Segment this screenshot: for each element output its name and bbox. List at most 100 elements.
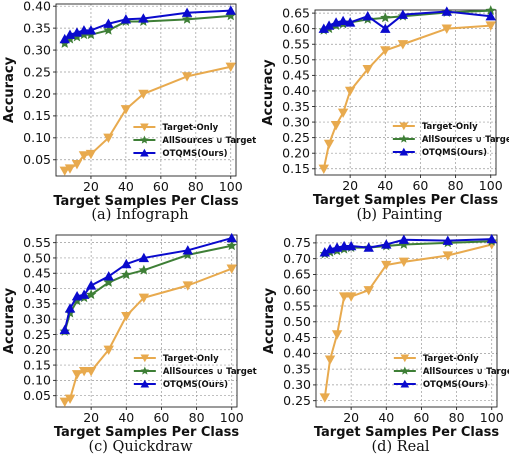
series-3 xyxy=(59,232,237,335)
legend-label: OTQMS(Ours) xyxy=(422,148,487,158)
data-point xyxy=(398,239,410,249)
data-point xyxy=(181,13,193,24)
legend-label: Target-Only xyxy=(422,122,478,132)
y-tick-label: 0.30 xyxy=(23,42,51,57)
y-tick-label: 0.25 xyxy=(283,393,311,408)
series-3 xyxy=(59,5,236,44)
y-axis-label: Accuracy xyxy=(2,56,17,123)
legend-marker xyxy=(399,147,409,156)
data-point xyxy=(103,18,114,28)
data-point xyxy=(138,89,149,100)
x-tick-label: 20 xyxy=(83,410,99,425)
y-tick-label: 0.35 xyxy=(23,20,51,35)
data-point xyxy=(103,276,114,287)
data-point xyxy=(103,271,114,281)
series-line xyxy=(63,237,232,331)
data-point xyxy=(318,164,329,174)
data-point xyxy=(121,269,132,280)
legend-label: AllSources ∪ Target xyxy=(163,367,257,377)
data-point xyxy=(226,264,237,274)
legend-marker xyxy=(399,134,409,143)
data-point xyxy=(138,13,149,23)
y-axis-label: Accuracy xyxy=(262,287,277,354)
data-point xyxy=(85,25,97,35)
series-line xyxy=(324,238,492,254)
data-point xyxy=(85,149,97,160)
subplot-caption: (b) Painting xyxy=(356,207,442,223)
y-tick-label: 0.70 xyxy=(283,251,311,266)
y-tick-label: 0.25 xyxy=(23,327,51,342)
legend-label: Target-Only xyxy=(423,354,479,364)
legend-label: Target-Only xyxy=(163,354,219,364)
data-point xyxy=(381,239,392,249)
data-point xyxy=(225,10,236,21)
subplot-caption: (d) Real xyxy=(372,439,430,455)
data-point xyxy=(380,12,391,23)
data-point xyxy=(59,33,70,44)
y-tick-label: 0.40 xyxy=(23,281,51,296)
data-point xyxy=(64,394,76,404)
x-tick-label: 80 xyxy=(189,410,205,425)
data-point xyxy=(362,11,373,21)
x-tick-label: 100 xyxy=(219,179,243,194)
x-tick-label: 80 xyxy=(449,410,465,425)
x-tick-label: 60 xyxy=(153,410,169,425)
legend: Target-Only AllSources ∪ Target OTQMS(Ours… xyxy=(133,123,256,159)
data-point xyxy=(345,292,357,302)
data-point xyxy=(319,393,330,403)
y-tick-label: 0.55 xyxy=(282,37,310,52)
y-tick-label: 0.30 xyxy=(283,377,311,392)
x-tick-label: 20 xyxy=(83,179,99,194)
data-point xyxy=(485,21,496,31)
series-3 xyxy=(318,6,496,33)
series-1 xyxy=(59,264,237,407)
legend-marker xyxy=(399,122,409,131)
legend-label: OTQMS(Ours) xyxy=(163,380,228,390)
data-point xyxy=(442,251,453,261)
y-tick-label: 0.60 xyxy=(283,283,311,298)
legend-label: AllSources ∪ Target xyxy=(422,135,509,145)
y-tick-label: 0.35 xyxy=(23,296,51,311)
data-point xyxy=(398,234,410,244)
data-point xyxy=(64,164,76,174)
data-point xyxy=(330,121,342,131)
data-point xyxy=(344,86,356,97)
data-point xyxy=(121,258,132,269)
y-tick-label: 0.60 xyxy=(282,21,310,36)
data-point xyxy=(337,15,349,26)
x-axis-label: Target Samples Per Class xyxy=(314,425,500,440)
data-point xyxy=(441,6,452,16)
x-axis-label: Target Samples Per Class xyxy=(54,425,240,440)
data-point xyxy=(324,355,336,365)
x-axis-label: Target Samples Per Class xyxy=(313,193,499,208)
series-line xyxy=(64,267,233,403)
series-1 xyxy=(59,62,236,176)
data-point xyxy=(78,25,90,35)
y-tick-label: 0.35 xyxy=(283,361,311,376)
y-tick-label: 0.20 xyxy=(282,146,310,161)
data-point xyxy=(103,24,114,35)
data-point xyxy=(121,311,132,322)
subplot-3: 20 40 60 80 1000.050.100.150.200.250.300.350… xyxy=(2,232,257,455)
y-tick-label: 0.10 xyxy=(23,130,51,145)
data-point xyxy=(64,303,76,313)
legend-label: AllSources ∪ Target xyxy=(423,367,509,377)
legend-label: Target-Only xyxy=(162,123,218,133)
x-tick-label: 20 xyxy=(342,178,358,193)
legend-label: OTQMS(Ours) xyxy=(162,149,227,159)
data-point xyxy=(442,235,453,245)
subplot-1: 20 40 60 80 100 0.05 0.10 0.15 0.20 0.25 0.30 0.35 0… xyxy=(2,0,256,223)
series-1 xyxy=(319,240,497,403)
y-tick-label: 0.45 xyxy=(283,330,311,345)
data-point xyxy=(338,292,350,302)
data-point xyxy=(225,5,236,15)
data-point xyxy=(441,24,452,34)
y-tick-label: 0.45 xyxy=(23,266,51,281)
data-point xyxy=(226,240,237,251)
data-point xyxy=(78,367,90,377)
legend-marker xyxy=(140,366,150,375)
y-tick-label: 0.20 xyxy=(23,86,51,101)
plot-frame xyxy=(55,234,238,408)
x-tick-label: 20 xyxy=(343,410,359,425)
y-tick-label: 0.40 xyxy=(23,0,51,13)
